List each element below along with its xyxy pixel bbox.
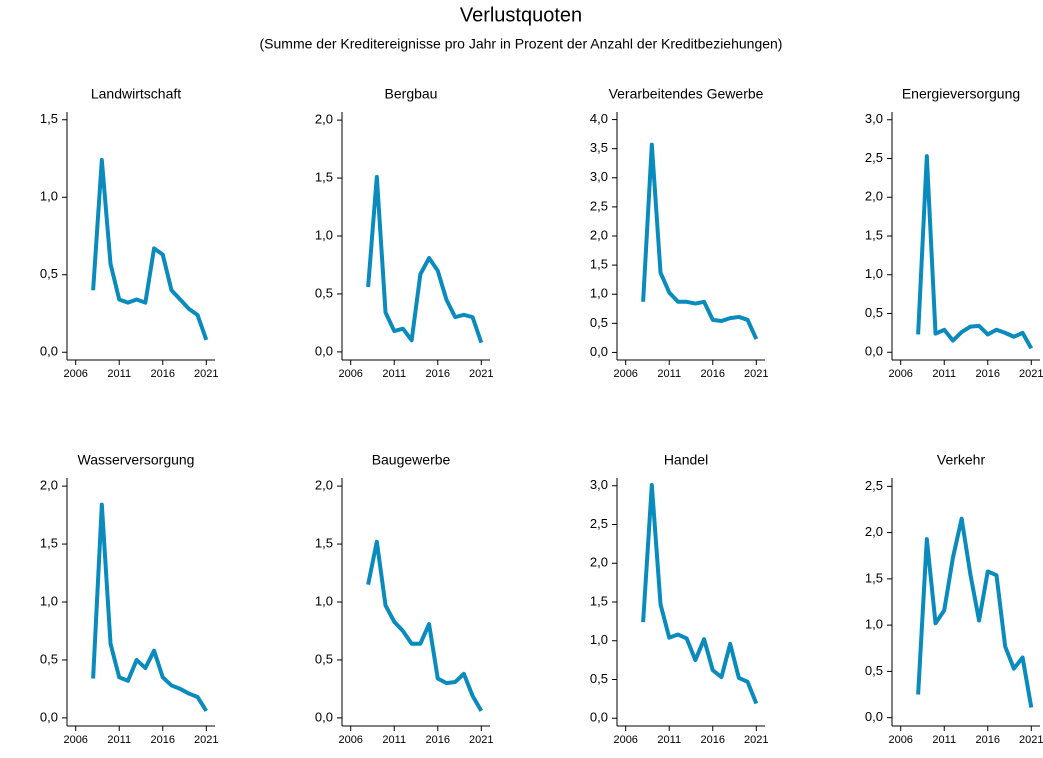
- panel-title: Wasserversorgung: [78, 452, 195, 468]
- y-tick-label: 0,5: [590, 671, 608, 686]
- y-tick-label: 3,0: [865, 111, 883, 126]
- y-tick-label: 2,0: [315, 112, 333, 127]
- y-tick-label: 2,5: [590, 516, 608, 531]
- x-tick-label: 2016: [701, 368, 725, 380]
- x-tick-label: 2006: [338, 368, 362, 380]
- y-tick-label: 0,5: [315, 651, 333, 666]
- x-tick-label: 2016: [151, 734, 175, 746]
- data-line: [916, 154, 1034, 350]
- x-tick-label: 2006: [888, 368, 912, 380]
- x-tick-label: 2011: [107, 368, 131, 380]
- y-tick-label: 1,0: [40, 593, 58, 608]
- x-tick-label: 2016: [426, 368, 450, 380]
- y-tick-label: 1,5: [40, 535, 58, 550]
- y-tick-label: 1,5: [865, 570, 883, 585]
- y-tick-label: 1,5: [590, 257, 608, 272]
- y-tick-label: 4,0: [590, 111, 608, 126]
- y-tick-label: 0,5: [40, 651, 58, 666]
- y-tick-label: 1,0: [865, 266, 883, 281]
- y-tick-label: 1,0: [865, 617, 883, 632]
- x-tick-label: 2021: [469, 368, 493, 380]
- y-tick-label: 1,0: [590, 632, 608, 647]
- x-tick-label: 2011: [107, 734, 131, 746]
- data-line: [366, 174, 484, 344]
- y-tick-label: 0,5: [865, 305, 883, 320]
- x-tick-label: 2021: [1019, 734, 1043, 746]
- y-tick-label: 2,0: [865, 524, 883, 539]
- data-line: [91, 158, 209, 341]
- x-tick-label: 2016: [701, 734, 725, 746]
- x-tick-label: 2006: [613, 734, 637, 746]
- x-tick-label: 2011: [657, 734, 681, 746]
- x-tick-label: 2021: [1019, 368, 1043, 380]
- y-tick-label: 1,5: [315, 169, 333, 184]
- y-tick-label: 2,0: [40, 478, 58, 493]
- x-tick-label: 2016: [976, 368, 1000, 380]
- data-line: [91, 502, 208, 712]
- x-tick-label: 2011: [382, 734, 406, 746]
- chart-subtitle: (Summe der Kreditereignisse pro Jahr in …: [260, 36, 783, 52]
- x-tick-label: 2011: [932, 734, 956, 746]
- y-tick-label: 2,0: [865, 189, 883, 204]
- y-tick-label: 0,0: [865, 344, 883, 359]
- y-tick-label: 1,0: [40, 189, 58, 204]
- y-tick-label: 1,0: [315, 227, 333, 242]
- panel-title: Verarbeitendes Gewerbe: [609, 86, 764, 102]
- x-tick-label: 2006: [338, 734, 362, 746]
- y-tick-label: 2,5: [865, 150, 883, 165]
- x-tick-label: 2016: [426, 734, 450, 746]
- data-line: [366, 539, 484, 712]
- x-tick-label: 2021: [194, 734, 218, 746]
- y-tick-label: 3,5: [590, 140, 608, 155]
- y-tick-label: 0,0: [40, 709, 58, 724]
- y-tick-label: 1,5: [40, 111, 58, 126]
- y-tick-label: 0,5: [315, 285, 333, 300]
- data-line: [916, 516, 1034, 708]
- x-tick-label: 2021: [744, 734, 768, 746]
- y-tick-label: 1,5: [865, 227, 883, 242]
- y-tick-label: 2,0: [590, 227, 608, 242]
- y-tick-label: 2,5: [590, 198, 608, 213]
- x-tick-label: 2006: [63, 734, 87, 746]
- x-tick-label: 2006: [613, 368, 637, 380]
- chart-title: Verlustquoten: [460, 4, 582, 26]
- x-tick-label: 2021: [194, 368, 218, 380]
- x-tick-label: 2016: [976, 734, 1000, 746]
- x-tick-label: 2011: [657, 368, 681, 380]
- panel-title: Baugewerbe: [372, 452, 451, 468]
- x-tick-label: 2006: [888, 734, 912, 746]
- x-tick-label: 2016: [151, 368, 175, 380]
- x-tick-label: 2021: [469, 734, 493, 746]
- data-line: [641, 142, 759, 340]
- y-tick-label: 0,5: [40, 266, 58, 281]
- y-tick-label: 1,5: [590, 593, 608, 608]
- y-tick-label: 0,0: [40, 344, 58, 359]
- y-tick-label: 0,0: [315, 709, 333, 724]
- panel-title: Energieversorgung: [902, 86, 1020, 102]
- y-tick-label: 0,0: [590, 344, 608, 359]
- panel-title: Bergbau: [385, 86, 438, 102]
- y-tick-label: 0,0: [590, 710, 608, 725]
- panel-title: Verkehr: [937, 452, 986, 468]
- y-tick-label: 0,0: [865, 709, 883, 724]
- y-tick-label: 2,0: [315, 478, 333, 493]
- panel-title: Landwirtschaft: [91, 86, 181, 102]
- data-line: [641, 482, 759, 705]
- panel-title: Handel: [664, 452, 708, 468]
- x-tick-label: 2021: [744, 368, 768, 380]
- y-tick-label: 1,0: [590, 286, 608, 301]
- y-tick-label: 2,0: [590, 555, 608, 570]
- y-tick-label: 0,5: [590, 315, 608, 330]
- y-tick-label: 3,0: [590, 477, 608, 492]
- x-tick-label: 2006: [63, 368, 87, 380]
- y-tick-label: 0,0: [315, 343, 333, 358]
- y-tick-label: 0,5: [865, 663, 883, 678]
- x-tick-label: 2011: [382, 368, 406, 380]
- y-tick-label: 1,0: [315, 593, 333, 608]
- y-tick-label: 1,5: [315, 535, 333, 550]
- y-tick-label: 2,5: [865, 478, 883, 493]
- x-tick-label: 2011: [932, 368, 956, 380]
- y-tick-label: 3,0: [590, 169, 608, 184]
